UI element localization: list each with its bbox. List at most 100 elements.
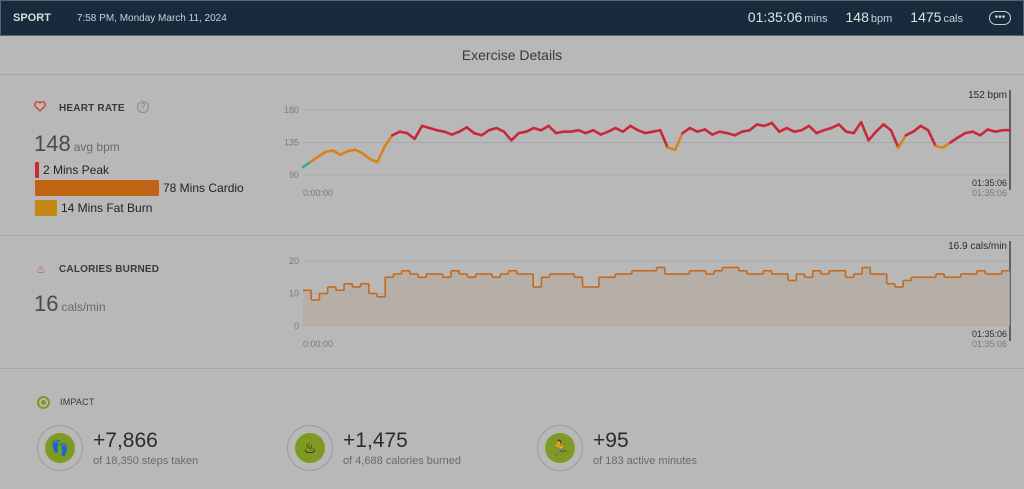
- heart-rate-segment: [405, 131, 416, 141]
- calories-label: CALORIES BURNED: [59, 264, 160, 275]
- heart-rate-segment: [510, 131, 521, 142]
- heart-rate-segment: [882, 123, 893, 132]
- zone-peak-bar: [35, 162, 39, 178]
- y-tick-label: 135: [284, 138, 299, 148]
- impact-section: IMPACT: [0, 369, 1024, 489]
- heart-rate-segment: [338, 149, 349, 157]
- heart-rate-segment: [748, 123, 759, 132]
- heart-rate-segment: [413, 124, 424, 141]
- heart-rate-segment: [830, 123, 841, 130]
- heart-rate-segment: [800, 124, 811, 132]
- heart-rate-label: HEART RATE: [59, 103, 125, 114]
- heart-rate-segment: [495, 126, 506, 133]
- calories-area: [303, 267, 1010, 326]
- heart-rate-segment: [591, 128, 602, 136]
- impact-label: IMPACT: [60, 397, 95, 407]
- heart-rate-segment: [316, 150, 327, 159]
- heart-rate-segment: [904, 130, 915, 137]
- heart-rate-segment: [524, 126, 536, 133]
- heart-rate-chart[interactable]: 90 135 180 152 bpm 01:35:06 0:00:00 01:35:06: [0, 76, 1024, 236]
- zone-peak: 2 Mins Peak: [35, 162, 109, 178]
- heart-rate-segment: [629, 124, 640, 132]
- heart-rate-segment: [391, 130, 402, 137]
- heart-rate-segment: [815, 128, 826, 135]
- heart-rate-segment: [852, 120, 863, 135]
- heart-rate-segment: [606, 126, 617, 133]
- heart-rate-segment: [919, 124, 930, 132]
- heart-rate-segment: [309, 155, 320, 164]
- x-end-label: 01:35:06: [972, 339, 1007, 349]
- flame-icon: ♨: [36, 264, 46, 276]
- heart-rate-segment: [777, 126, 789, 133]
- heart-rate-segment: [636, 128, 647, 135]
- x-start-label: 0:00:00: [303, 188, 333, 198]
- zone-fat-burn-bar: [35, 200, 57, 216]
- duration-stat: 01:35:06 mins: [747, 9, 828, 25]
- calories-chart[interactable]: 0 10 20 16.9 cals/min 01:35:06 0:00:00 01:35:0…: [0, 236, 1024, 369]
- heart-rate-segment: [897, 133, 908, 149]
- cals-per-min: 16 cals/min: [34, 291, 106, 316]
- heart-rate-segment: [859, 120, 870, 142]
- heart-rate-segment: [785, 126, 796, 133]
- heart-rate-segment: [837, 123, 848, 133]
- zone-cardio: 78 Mins Cardio: [35, 180, 244, 196]
- zone-cardio-bar: [35, 180, 159, 196]
- y-tick-label: 180: [284, 105, 299, 115]
- heart-rate-segment: [443, 130, 454, 136]
- exercise-datetime: 7:58 PM, Monday March 11, 2024: [76, 12, 227, 24]
- heart-rate-section: HEART RATE ? 148 avg bpm 2 Mins Peak 78 M…: [0, 76, 1024, 236]
- heart-rate-segment: [673, 131, 684, 152]
- heart-rate-segment: [376, 144, 387, 164]
- heart-rate-segment: [465, 126, 476, 135]
- top-bar: SPORT 7:58 PM, Monday March 11, 2024 01:…: [0, 0, 1024, 36]
- heart-rate-segment: [658, 128, 669, 149]
- heart-rate-segment: [457, 126, 469, 133]
- heart-rate-segment: [502, 130, 513, 142]
- heart-rate-segment: [763, 121, 774, 128]
- heart-rate-segment: [547, 124, 558, 135]
- impact-calories: ♨ +1,475 of 4,688 calories burned: [287, 425, 461, 471]
- heart-rate-segment: [614, 126, 625, 133]
- heart-rate-segment: [450, 130, 461, 136]
- heart-rate-segment: [926, 128, 937, 148]
- heart-rate-segment: [621, 124, 632, 133]
- current-value-label: 16.9 cals/min: [948, 241, 1007, 252]
- heart-rate-segment: [867, 130, 878, 142]
- heart-rate-segment: [577, 128, 588, 135]
- heart-rate-segment: [807, 124, 818, 135]
- footsteps-icon: 👣: [45, 433, 75, 463]
- help-icon[interactable]: ?: [137, 101, 149, 113]
- heart-rate-segment: [361, 152, 372, 161]
- heart-rate-segment: [301, 160, 312, 169]
- heart-rate-segment: [733, 130, 744, 137]
- heart-rate-segment: [889, 128, 900, 149]
- heart-rate-segment: [353, 148, 364, 155]
- cursor-time-label: 01:35:06: [972, 329, 1007, 339]
- ellipsis-icon[interactable]: •••: [989, 11, 1011, 25]
- heart-rate-segment: [874, 123, 885, 133]
- cursor-time-label: 01:35:06: [972, 178, 1007, 188]
- heart-icon: [34, 101, 46, 112]
- heart-rate-segment: [599, 130, 610, 136]
- heart-rate-segment: [368, 157, 379, 164]
- y-tick-label: 10: [289, 289, 299, 299]
- impact-steps: 👣 +7,866 of 18,350 steps taken: [37, 425, 198, 471]
- bpm-stat: 148 bpm: [845, 9, 893, 25]
- y-tick-label: 20: [289, 256, 299, 266]
- heart-rate-segment: [941, 141, 952, 149]
- target-icon: [37, 396, 50, 409]
- heart-rate-segment: [539, 124, 550, 132]
- heart-rate-segment: [688, 126, 699, 133]
- heart-rate-segment: [770, 121, 781, 133]
- heart-rate-segment: [971, 130, 982, 137]
- y-tick-label: 90: [289, 170, 299, 180]
- running-person-icon: 🏃: [545, 433, 575, 463]
- sport-label: SPORT: [13, 12, 51, 24]
- page-title: Exercise Details: [0, 36, 1024, 75]
- heart-rate-segment: [681, 126, 692, 135]
- heart-rate-segment: [978, 128, 989, 137]
- avg-bpm: 148 avg bpm: [34, 131, 120, 156]
- cals-stat: 1475 cals: [910, 9, 963, 25]
- zone-fat-burn: 14 Mins Fat Burn: [35, 200, 152, 216]
- heart-rate-segment: [711, 130, 722, 136]
